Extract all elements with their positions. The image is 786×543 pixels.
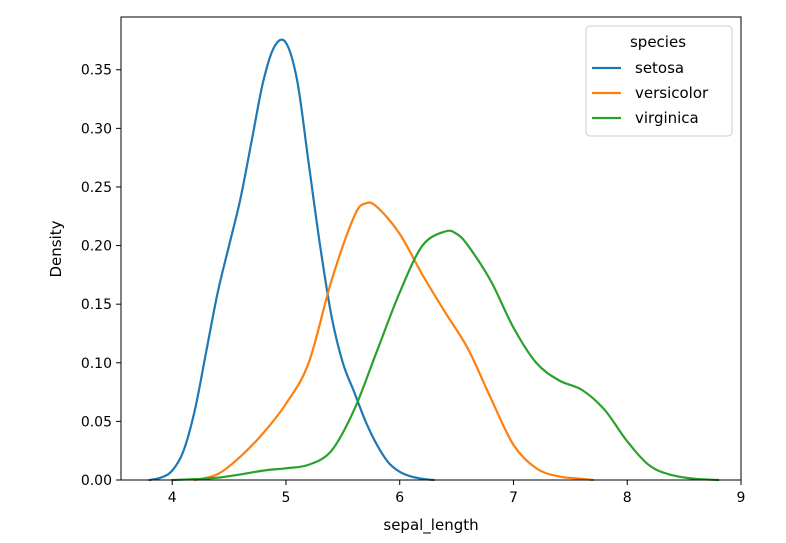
y-axis-label: Density xyxy=(47,220,65,277)
legend-label-versicolor: versicolor xyxy=(635,84,709,102)
x-axis-label: sepal_length xyxy=(383,516,478,535)
y-tick-label-0.30: 0.30 xyxy=(81,121,112,137)
x-tick-label-6: 6 xyxy=(395,490,404,506)
series-line-virginica xyxy=(171,229,720,482)
x-tick-label-4: 4 xyxy=(168,490,177,506)
x-axis-ticks: 4 5 6 7 8 9 xyxy=(168,480,746,506)
legend-label-virginica: virginica xyxy=(635,109,699,127)
series-line-setosa xyxy=(148,38,435,482)
y-tick-label-0.35: 0.35 xyxy=(81,63,112,79)
y-tick-label-0.20: 0.20 xyxy=(81,239,112,255)
series-line-versicolor xyxy=(193,201,595,482)
y-tick-label-0.15: 0.15 xyxy=(81,297,112,313)
legend-label-setosa: setosa xyxy=(635,59,684,77)
y-tick-label-0.05: 0.05 xyxy=(81,414,112,430)
legend-title: species xyxy=(630,33,686,51)
y-tick-label-0.25: 0.25 xyxy=(81,180,112,196)
x-tick-label-9: 9 xyxy=(737,490,746,506)
y-axis-ticks: 0.00 0.05 0.10 0.15 0.20 0.25 0.30 0.35 xyxy=(81,63,121,489)
y-tick-label-0.10: 0.10 xyxy=(81,356,112,372)
legend: species setosa versicolor virginica xyxy=(585,25,733,137)
plot-frame xyxy=(120,16,742,481)
series-lines xyxy=(148,38,720,482)
y-tick-label-0.00: 0.00 xyxy=(81,473,112,489)
legend-box xyxy=(585,25,733,137)
x-tick-label-8: 8 xyxy=(623,490,632,506)
x-tick-label-5: 5 xyxy=(281,490,290,506)
x-tick-label-7: 7 xyxy=(509,490,518,506)
